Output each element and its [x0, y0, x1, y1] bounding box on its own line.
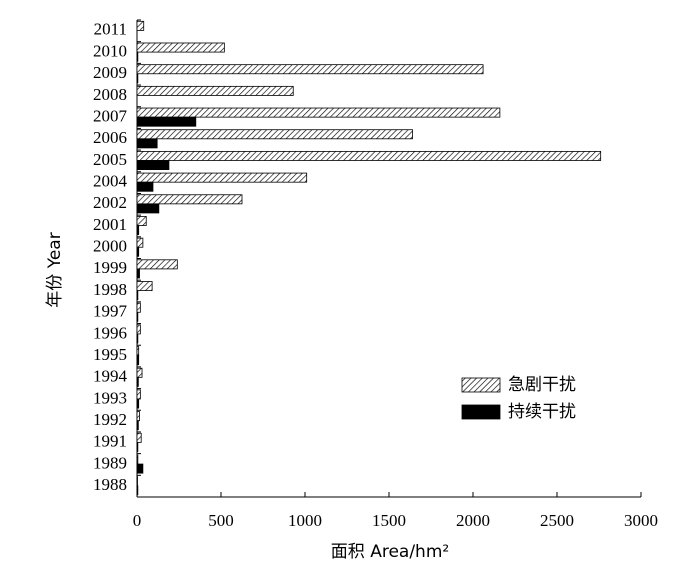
- y-tick-label: 1993: [93, 388, 127, 407]
- bar: [136, 432, 142, 443]
- x-tick-label: 1500: [372, 511, 406, 530]
- y-tick-label: 1994: [93, 367, 128, 386]
- bar: [136, 476, 138, 487]
- bar: [136, 129, 413, 140]
- y-tick-label: 2005: [93, 150, 127, 169]
- bar: [136, 311, 139, 322]
- bar: [136, 355, 140, 366]
- bar: [136, 398, 140, 409]
- bar: [136, 181, 154, 192]
- x-tick-label: 3000: [624, 511, 658, 530]
- bar: [136, 20, 145, 31]
- bar: [136, 203, 160, 214]
- y-tick-label: 1996: [93, 323, 127, 342]
- bar: [136, 302, 141, 313]
- bar: [136, 367, 143, 378]
- bar: [136, 333, 139, 344]
- x-tick-label: 1000: [288, 511, 322, 530]
- y-axis-label: 年份 Year: [45, 232, 65, 307]
- y-tick-label: 1999: [93, 258, 127, 277]
- y-tick-label: 2008: [93, 85, 127, 104]
- y-tick-label: 2004: [93, 172, 128, 191]
- y-tick-label: 2010: [93, 41, 127, 60]
- bar: [136, 411, 140, 422]
- y-tick-label: 1995: [93, 345, 127, 364]
- bar: [136, 290, 139, 301]
- bar: [136, 150, 602, 161]
- bar: [136, 216, 147, 226]
- legend-label: 急剧干扰: [508, 375, 576, 395]
- bar: [136, 463, 144, 474]
- bar: [136, 268, 140, 279]
- bar: [136, 376, 139, 387]
- bar: [136, 389, 141, 400]
- x-tick-label: 2000: [456, 511, 490, 530]
- legend-swatch: [461, 404, 501, 420]
- bar: [136, 42, 225, 53]
- bar: [136, 64, 484, 75]
- bar: [136, 73, 139, 84]
- y-tick-label: 2007: [93, 106, 128, 125]
- bar: [136, 160, 170, 171]
- bar: [136, 116, 197, 127]
- x-tick-label: 0: [133, 511, 142, 530]
- bar: [136, 172, 308, 183]
- x-tick-label: 2500: [540, 511, 574, 530]
- x-axis-label: 面积 Area/hm²: [331, 542, 449, 562]
- bar: [136, 225, 140, 236]
- y-tick-label: 2002: [93, 193, 127, 212]
- legend-label: 持续干扰: [508, 402, 576, 422]
- bar: [136, 441, 139, 452]
- bar: [136, 259, 178, 270]
- bar: [136, 246, 140, 257]
- y-tick-label: 2009: [93, 63, 127, 82]
- bar: [136, 107, 501, 118]
- y-tick-label: 1997: [93, 302, 128, 321]
- y-tick-label: 1988: [93, 475, 127, 494]
- bar: [136, 85, 294, 96]
- bar: [136, 485, 139, 496]
- y-tick-label: 2011: [94, 20, 127, 39]
- bar: [136, 324, 141, 335]
- bar: [136, 138, 158, 149]
- y-tick-label: 1989: [93, 453, 127, 472]
- bar: [136, 346, 140, 357]
- bar: [136, 194, 243, 205]
- bar: [136, 454, 139, 465]
- bar: [136, 420, 139, 431]
- bar: [136, 281, 153, 291]
- x-tick-label: 500: [208, 511, 234, 530]
- y-tick-label: 2000: [93, 237, 127, 256]
- y-tick-label: 2001: [93, 215, 127, 234]
- y-tick-label: 1991: [93, 432, 127, 451]
- y-tick-label: 1998: [93, 280, 127, 299]
- legend-swatch: [461, 377, 501, 393]
- bar: [136, 51, 139, 62]
- bar: [136, 237, 144, 248]
- y-tick-label: 1992: [93, 410, 127, 429]
- y-tick-label: 2006: [93, 128, 127, 147]
